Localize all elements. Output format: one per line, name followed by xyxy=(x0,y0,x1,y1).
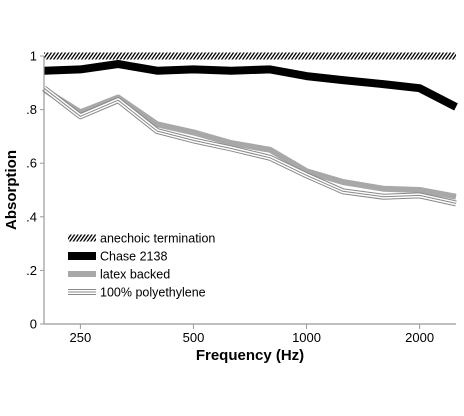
y-tick-label: .8 xyxy=(26,102,37,117)
y-tick-label: .4 xyxy=(26,209,37,224)
y-tick-label: .2 xyxy=(26,263,37,278)
tick-labels: 250 500 1000 2000 0 .2 .4 .6 .8 1 xyxy=(26,49,434,346)
y-tick-label: 0 xyxy=(30,317,37,332)
x-tick-label: 1000 xyxy=(292,330,321,345)
legend: anechoic termination Chase 2138 latex back… xyxy=(68,232,215,300)
legend-label: latex backed xyxy=(100,268,170,282)
y-tick-label: 1 xyxy=(30,49,37,64)
y-tick-label: .6 xyxy=(26,156,37,171)
series-line-4 xyxy=(42,85,457,207)
legend-label: Chase 2138 xyxy=(100,250,167,264)
legend-item: latex backed xyxy=(68,268,170,282)
axes xyxy=(43,56,456,325)
legend-label: 100% polyethylene xyxy=(100,286,206,300)
x-tick-label: 500 xyxy=(183,330,205,345)
y-axis-title: Absorption xyxy=(3,150,20,230)
legend-item: 100% polyethylene xyxy=(68,286,206,300)
series-line-2 xyxy=(43,60,458,111)
plot-area xyxy=(42,52,458,207)
x-tick-label: 2000 xyxy=(405,330,434,345)
legend-item: Chase 2138 xyxy=(68,250,167,264)
legend-label: anechoic termination xyxy=(100,232,215,246)
x-tick-label: 250 xyxy=(70,330,92,345)
legend-item: anechoic termination xyxy=(68,232,215,246)
x-axis-title: Frequency (Hz) xyxy=(196,347,304,364)
